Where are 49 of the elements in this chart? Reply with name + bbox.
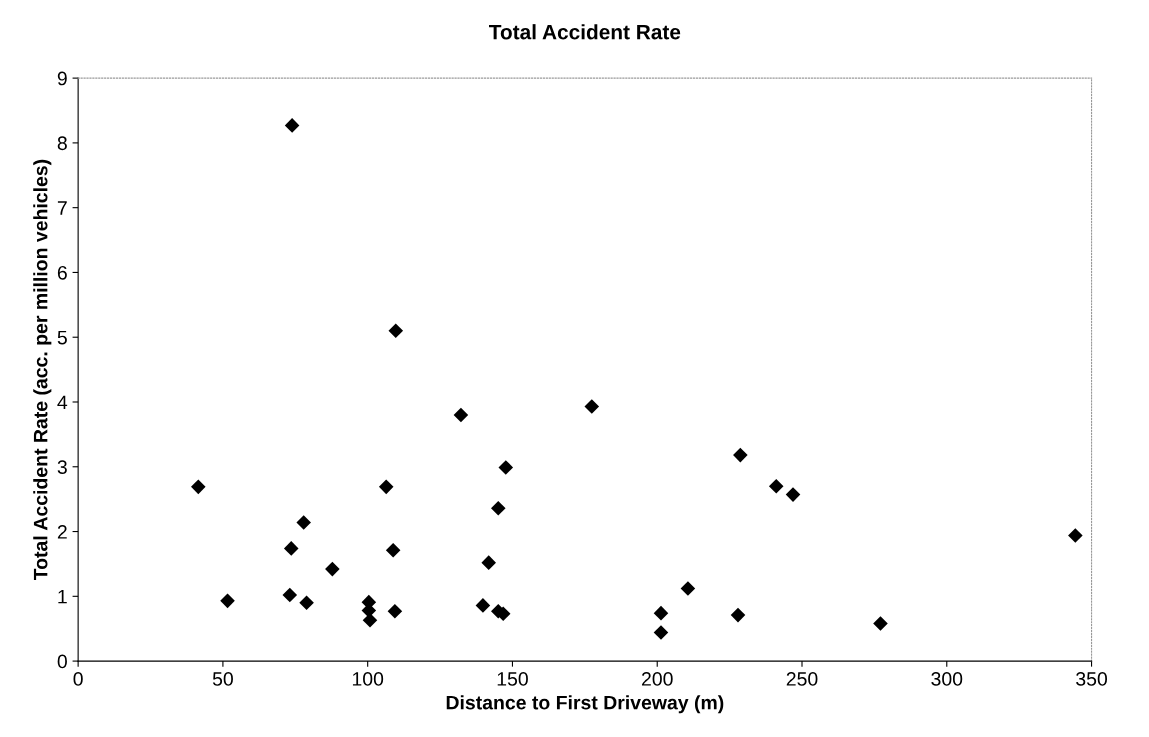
chart-title: Total Accident Rate (489, 24, 681, 40)
y-axis-title: Total Accident Rate (acc. per million vehicles) (33, 159, 52, 581)
x-tick-label: 0 (73, 672, 83, 686)
y-tick-label: 5 (57, 330, 67, 345)
point (325, 561, 340, 577)
y-tick-label: 7 (57, 201, 67, 215)
point (387, 603, 403, 619)
x-tick-label: 50 (212, 672, 233, 686)
point (191, 479, 206, 495)
point (873, 616, 888, 631)
x-tick-label: 200 (641, 672, 673, 686)
y-tick-label: 1 (58, 589, 67, 604)
point (283, 541, 299, 556)
y-tick-label: 6 (57, 265, 67, 280)
y-tick-label: 9 (57, 71, 67, 86)
point (296, 515, 311, 530)
point (680, 581, 696, 596)
point (388, 323, 404, 339)
point (733, 447, 748, 463)
y-tick-label: 2 (57, 525, 67, 539)
x-tick-label: 300 (931, 672, 963, 686)
y-tick-label: 0 (57, 654, 67, 669)
x-tick-label: 250 (786, 672, 818, 686)
point (299, 595, 314, 611)
point (1068, 528, 1083, 543)
point (768, 478, 784, 494)
y-tick-label: 4 (57, 395, 68, 410)
point (653, 625, 669, 640)
point (362, 613, 378, 628)
point (220, 593, 235, 609)
point (490, 500, 506, 516)
point (378, 479, 394, 495)
point (282, 587, 298, 603)
point (284, 118, 300, 133)
y-tick-label: 3 (57, 460, 67, 474)
point (584, 399, 600, 414)
point (453, 407, 469, 423)
x-tick-label: 100 (352, 672, 384, 686)
x-tick-label: 350 (1076, 672, 1108, 686)
point (475, 598, 491, 613)
x-tick-label: 150 (497, 672, 528, 686)
point (481, 555, 496, 570)
y-tick-label: 8 (57, 136, 67, 151)
point (498, 460, 514, 475)
x-axis-title: Distance to First Driveway (m) (446, 695, 724, 714)
point (385, 543, 401, 558)
point (785, 487, 801, 502)
point (653, 605, 669, 621)
point (730, 607, 746, 623)
